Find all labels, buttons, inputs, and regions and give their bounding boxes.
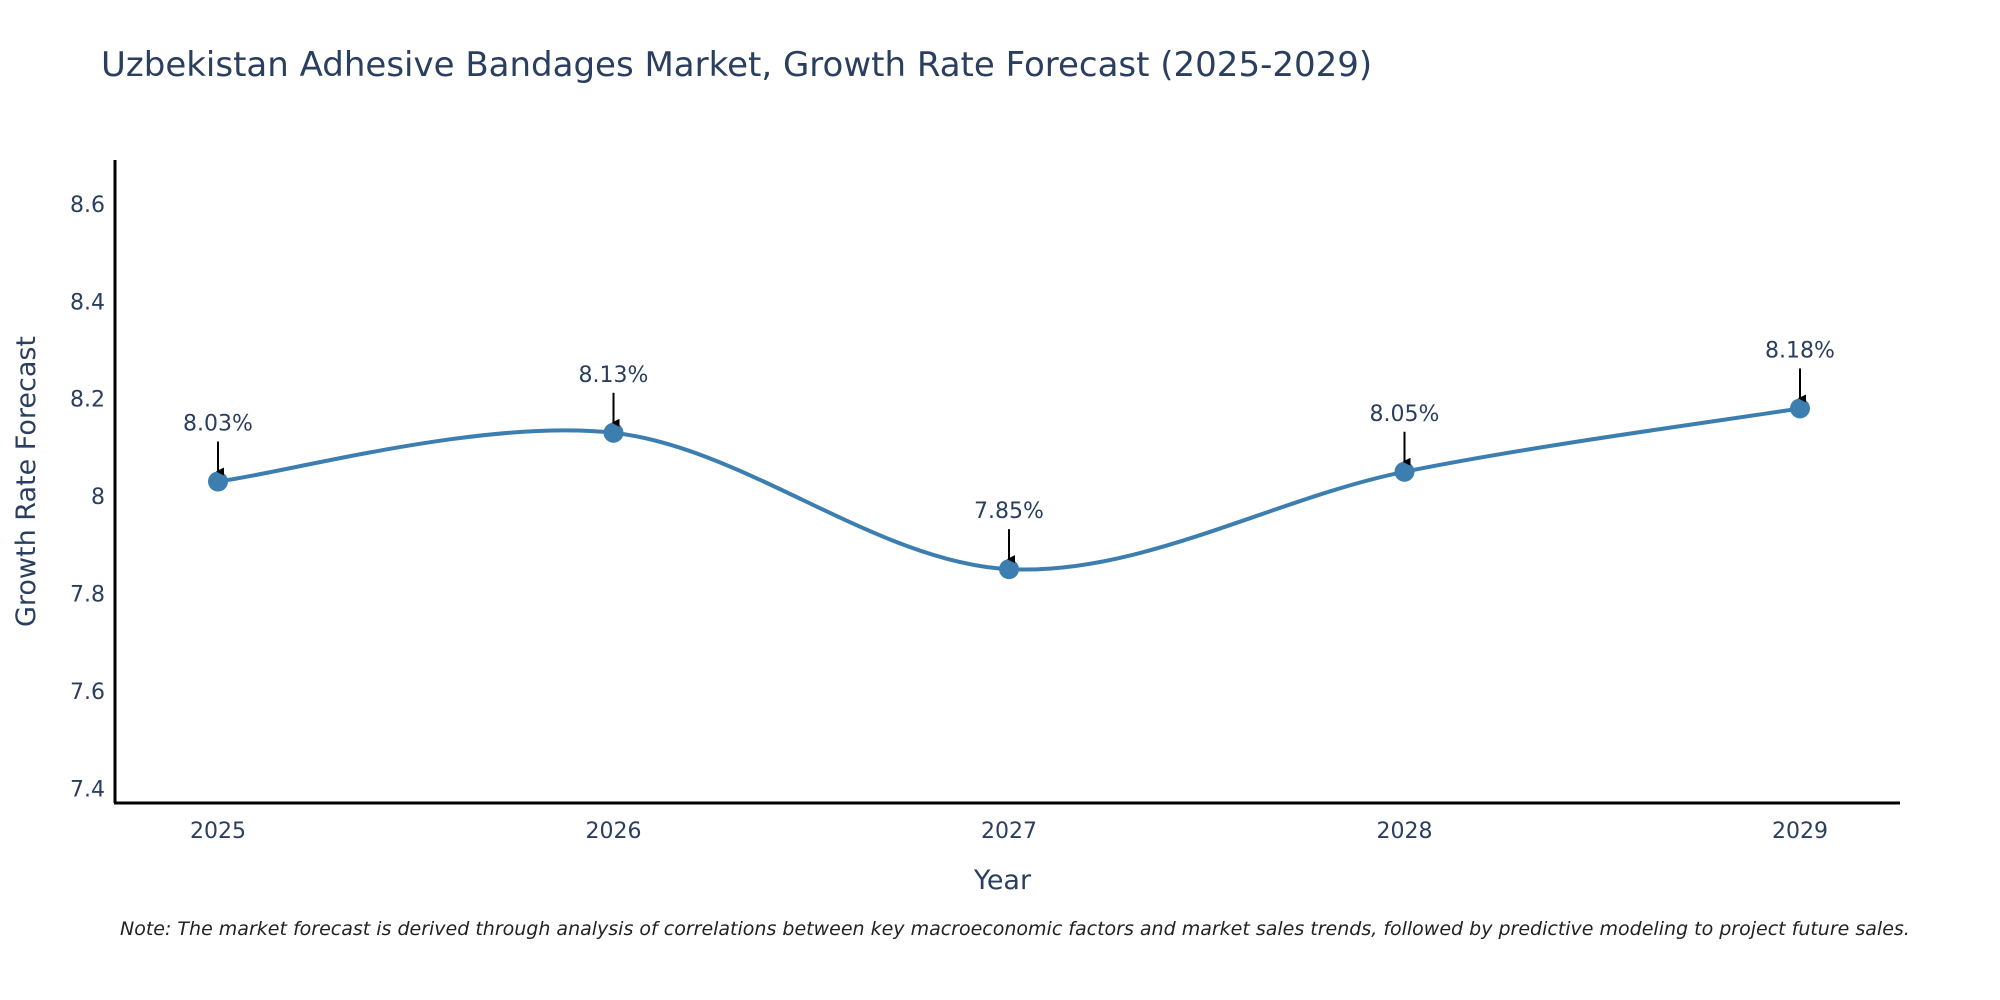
- data-point: [208, 471, 228, 492]
- data-point: [1790, 398, 1810, 419]
- y-tick-label: 7.6: [70, 680, 105, 705]
- x-axis-title: Year: [973, 865, 1032, 896]
- y-tick-label: 8.4: [70, 290, 105, 315]
- data-label: 8.18%: [1765, 338, 1835, 363]
- data-point: [999, 559, 1019, 580]
- y-tick-label: 8: [91, 485, 105, 510]
- data-label: 8.03%: [183, 412, 253, 437]
- y-axis-ticks: 7.4 7.6 7.8 8 8.2 8.4 8.6: [70, 193, 105, 803]
- chart-title: Uzbekistan Adhesive Bandages Market, Gro…: [101, 45, 1373, 85]
- x-axis-ticks: 2025 2026 2027 2028 2029: [190, 819, 1828, 844]
- x-tick-label: 2027: [981, 819, 1037, 844]
- y-tick-label: 8.2: [70, 388, 105, 413]
- data-point: [1394, 461, 1415, 482]
- data-annotations: 8.03% 8.13% 7.85% 8.05% 8.18%: [183, 338, 1835, 564]
- x-tick-label: 2029: [1772, 819, 1828, 844]
- chart-note: Note: The market forecast is derived thr…: [120, 918, 1910, 940]
- data-markers: [208, 398, 1810, 580]
- data-label: 7.85%: [974, 499, 1044, 524]
- y-axis-title: Growth Rate Forecast: [11, 336, 42, 627]
- y-tick-label: 7.4: [70, 777, 105, 802]
- x-tick-label: 2026: [586, 819, 642, 844]
- x-tick-label: 2025: [190, 819, 246, 844]
- y-tick-label: 7.8: [70, 583, 105, 608]
- x-tick-label: 2028: [1377, 819, 1433, 844]
- data-point: [603, 422, 624, 443]
- data-label: 8.13%: [579, 363, 649, 388]
- y-tick-label: 8.6: [70, 193, 105, 218]
- data-label: 8.05%: [1370, 402, 1440, 427]
